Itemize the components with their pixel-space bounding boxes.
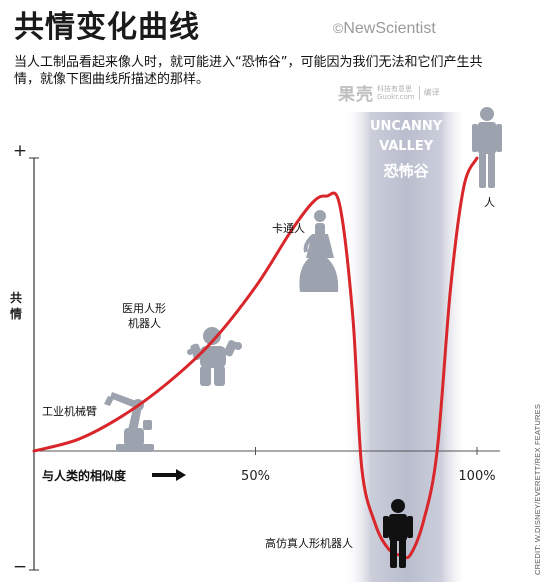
newscientist-logo: ©NewScientist: [333, 20, 436, 38]
watermark-divider: [418, 85, 420, 100]
description-text: 当人工制品看起来像人时，就可能进入“恐怖谷”，可能因为我们无法和它们产生共情，就…: [14, 55, 483, 87]
human-figure-icon: [472, 107, 502, 188]
annotation-cartoon: 卡通人: [272, 222, 305, 235]
medical-humanoid-robot-icon: [187, 327, 242, 386]
empathy-curve-line: [32, 156, 479, 560]
page-title: 共情变化曲线: [14, 10, 200, 45]
annotation-medical-robot-line1: 医用人形: [122, 302, 166, 315]
x-tick-label: 100%: [458, 469, 495, 484]
watermark-sub-cn: 科技有意思: [377, 84, 412, 93]
uncanny-valley-cn-label: 恐怖谷: [384, 162, 430, 180]
x-axis-label: 与人类的相似度: [42, 468, 127, 483]
y-axis-label-2: 情: [10, 306, 22, 321]
uncanny-label: UNCANNY: [370, 119, 443, 134]
photo-credit: CREDIT: W.DISNEY/EVERETT/REX FEATURES: [533, 403, 542, 575]
x-tick-label: 50%: [241, 469, 270, 484]
annotation-medical-robot-line2: 机器人: [128, 316, 161, 330]
y-bottom-label: −: [13, 557, 27, 577]
annotation-android: 高仿真人形机器人: [265, 536, 353, 550]
y-axis-label-1: 共: [10, 290, 22, 305]
copyright-symbol: ©: [333, 20, 344, 36]
logo-text: NewScientist: [343, 20, 436, 37]
valley-label: VALLEY: [379, 139, 434, 154]
y-top-label: +: [13, 141, 27, 161]
x-ticks: 50% 100%: [241, 447, 496, 484]
annotation-human: 人: [484, 196, 495, 209]
guokr-watermark: 果壳 科技有意思 Guokr.com 编译: [338, 80, 440, 106]
watermark-sub: 科技有意思 Guokr.com: [377, 85, 415, 101]
watermark-main: 果壳: [338, 85, 374, 105]
watermark-right: 编译: [423, 88, 440, 97]
annotation-industrial-robot: 工业机械臂: [42, 404, 97, 418]
watermark-sub-en: Guokr.com: [377, 92, 415, 101]
x-axis-arrow-icon: [152, 469, 186, 481]
android-figure-icon: [383, 499, 413, 568]
cartoon-character-icon: [299, 210, 339, 292]
uncanny-valley-band: [343, 112, 469, 582]
